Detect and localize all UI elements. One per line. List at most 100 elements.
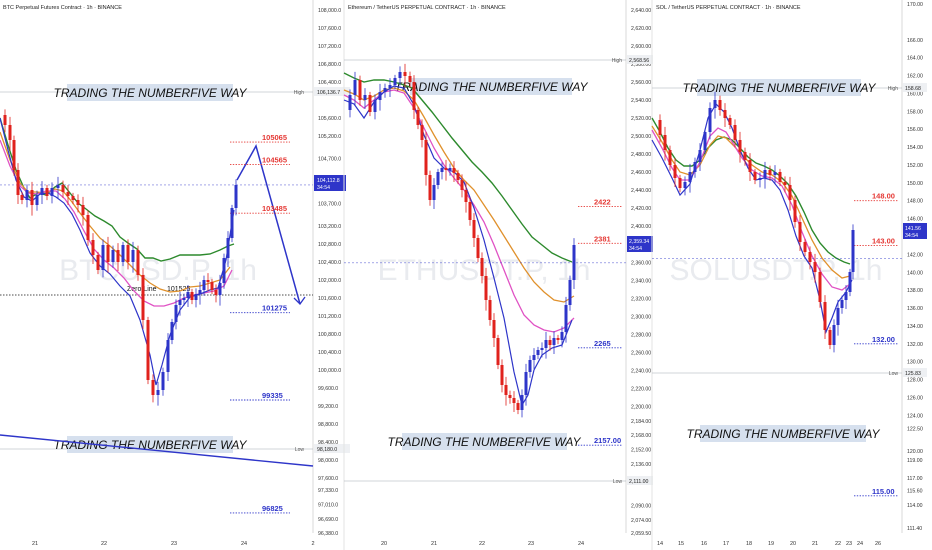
x-tick-label: 24: [857, 541, 863, 547]
y-tick-label: 2,500.00: [631, 134, 651, 140]
candle-body: [723, 110, 727, 118]
y-tick-label: 2,560.00: [631, 80, 651, 86]
candle-body: [373, 100, 377, 112]
y-tick-label: 98,400.0: [318, 440, 338, 446]
eth-low-value-box: [627, 476, 653, 485]
candle-body: [348, 95, 352, 110]
y-tick-label: 97,600.0: [318, 476, 338, 482]
candle-body: [524, 372, 528, 395]
candle-body: [424, 140, 428, 175]
y-tick-label: 132.00: [907, 342, 923, 348]
panel-eth[interactable]: Ethereum / TetherUS PERPETUAL CONTRACT ·…: [343, 0, 653, 550]
btc-banner: [67, 84, 233, 101]
eth-chart-title: Ethereum / TetherUS PERPETUAL CONTRACT ·…: [348, 5, 506, 11]
candle-body: [66, 192, 70, 196]
y-tick-label: 2,240.00: [631, 368, 651, 374]
candle-body: [230, 208, 234, 238]
candle-body: [673, 165, 677, 178]
candle-body: [222, 258, 226, 283]
btc-trendline: [0, 434, 314, 467]
sol-price-axis: 170.00 166.00 164.00 162.00 160.00 158.00 156.…: [907, 2, 923, 532]
candle-body: [170, 322, 174, 340]
candle-body: [480, 258, 484, 276]
btc-zero-line-value: 101525: [167, 286, 190, 293]
btc-high-value: 106,136.7: [317, 90, 340, 96]
y-tick-label: 96,380.0: [318, 531, 338, 537]
y-tick-label: 150.00: [907, 181, 923, 187]
candle-body: [658, 120, 662, 135]
candle-body: [86, 215, 90, 240]
candle-body: [45, 188, 49, 196]
candle-body: [383, 88, 387, 92]
y-tick-label: 99,600.0: [318, 386, 338, 392]
y-tick-label: 104,700.0: [318, 157, 341, 163]
price-level-label: 115.00: [872, 487, 895, 496]
btc-candles: [3, 109, 238, 406]
y-tick-label: 2,480.00: [631, 152, 651, 158]
candle-body: [828, 330, 832, 345]
y-tick-label: 108,000.0: [318, 8, 341, 14]
candle-body: [96, 255, 100, 270]
candle-body: [363, 95, 367, 100]
btc-price-tag-time: 34:54: [317, 185, 330, 191]
y-tick-label: 124.00: [907, 413, 923, 419]
y-tick-label: 115.60: [907, 488, 923, 494]
candle-body: [840, 300, 844, 308]
candle-body: [121, 245, 125, 262]
candle-body: [198, 290, 202, 294]
price-level-label: 105065: [262, 133, 287, 142]
candle-body: [851, 230, 855, 272]
candle-body: [106, 245, 110, 262]
x-tick-label: 23: [171, 541, 177, 547]
y-tick-label: 98,000.0: [318, 458, 338, 464]
y-tick-label: 2,360.00: [631, 260, 651, 266]
eth-high-value-box: [627, 55, 653, 64]
price-level-label: 2381: [594, 234, 611, 243]
candle-body: [420, 125, 424, 140]
sol-price-tag: [903, 223, 927, 239]
candle-body: [161, 372, 165, 390]
candle-body: [131, 250, 135, 262]
sol-low-value-box: [903, 368, 927, 377]
candle-body: [116, 250, 120, 262]
y-tick-label: 101,600.0: [318, 296, 341, 302]
candle-body: [488, 300, 492, 320]
panel-btc[interactable]: BTC Perpetual Futures Contract · 1h · BI…: [0, 0, 350, 547]
panel-sol[interactable]: SOL / TetherUS PERPETUAL CONTRACT · 1h ·…: [651, 0, 927, 550]
candle-body: [500, 365, 504, 385]
y-tick-label: 148.00: [907, 199, 923, 205]
y-tick-label: 2,460.00: [631, 170, 651, 176]
y-tick-label: 99,200.0: [318, 404, 338, 410]
eth-high-value: 2,568.56: [629, 58, 649, 64]
sol-banner-bottom-text: TRADING THE NUMBERFIVE WAY: [687, 427, 881, 441]
candle-body: [174, 305, 178, 322]
y-tick-label: 2,260.00: [631, 350, 651, 356]
price-level-label: 103485: [262, 204, 287, 213]
candle-body: [813, 262, 817, 272]
candle-body: [91, 240, 95, 255]
y-tick-label: 2,168.00: [631, 433, 651, 439]
sol-banner-bottom: [700, 425, 866, 442]
candle-body: [444, 168, 448, 170]
candle-body: [758, 178, 762, 180]
y-tick-label: 2,090.00: [631, 504, 651, 510]
y-tick-label: 2,620.00: [631, 26, 651, 32]
sol-price-tag-time: 34:54: [905, 233, 918, 239]
y-tick-label: 103,200.0: [318, 224, 341, 230]
y-tick-label: 158.00: [907, 109, 923, 115]
y-tick-label: 2,340.00: [631, 278, 651, 284]
candle-body: [452, 168, 456, 173]
btc-banner-bottom-text: TRADING THE NUMBERFIVE WAY: [54, 438, 248, 452]
candle-body: [464, 190, 468, 202]
eth-high-tag: High: [612, 58, 623, 64]
candle-body: [484, 276, 488, 300]
candle-body: [71, 196, 75, 200]
x-tick-label: 14: [657, 541, 663, 547]
y-tick-label: 2,320.00: [631, 296, 651, 302]
y-tick-label: 2,152.00: [631, 448, 651, 454]
y-tick-label: 100,400.0: [318, 350, 341, 356]
candle-body: [832, 325, 836, 345]
btc-high-tag: High: [294, 90, 305, 96]
candle-body: [512, 398, 516, 403]
candle-body: [516, 403, 520, 410]
